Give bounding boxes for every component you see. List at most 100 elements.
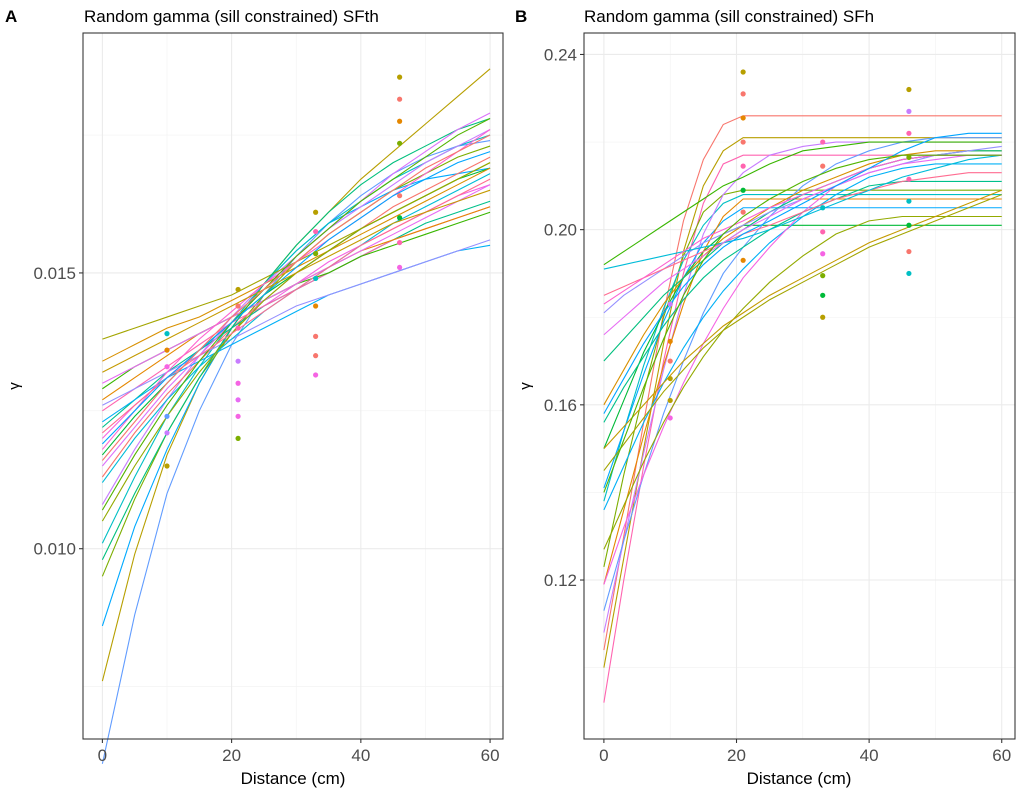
panel-a-x-axis-label: Distance (cm) bbox=[241, 769, 346, 788]
x-tick-label: 20 bbox=[222, 746, 241, 765]
panel-a: 0 20 40 60 0.010 0.015 A Random gamma (sill … bbox=[5, 7, 504, 788]
model-curve bbox=[603, 163, 1002, 511]
data-point bbox=[906, 248, 912, 255]
data-point bbox=[397, 140, 403, 146]
panel-b-border bbox=[583, 32, 1016, 740]
panel-a-title: Random gamma (sill constrained) SFth bbox=[84, 7, 379, 26]
x-tick-label: 0 bbox=[599, 746, 608, 765]
model-curve bbox=[603, 154, 1002, 493]
x-tick-label: 40 bbox=[860, 746, 879, 765]
x-tick-label: 0 bbox=[98, 746, 107, 765]
model-curve bbox=[101, 134, 491, 461]
data-point bbox=[667, 358, 673, 364]
panel-b-plot-area bbox=[584, 33, 1015, 739]
panel-a-major-grid bbox=[83, 33, 503, 739]
model-curve bbox=[603, 189, 1002, 567]
data-point bbox=[820, 273, 826, 279]
data-point bbox=[740, 69, 746, 75]
data-point bbox=[740, 115, 746, 121]
model-curve bbox=[603, 150, 1002, 406]
data-point bbox=[397, 118, 403, 124]
model-curve bbox=[603, 180, 1002, 423]
y-tick-label: 0.015 bbox=[33, 264, 76, 283]
x-tick-label: 60 bbox=[481, 746, 500, 765]
model-curve bbox=[102, 189, 491, 373]
x-tick-label: 40 bbox=[351, 746, 370, 765]
data-point bbox=[906, 198, 912, 204]
data-point bbox=[397, 215, 403, 221]
data-point bbox=[313, 353, 319, 359]
model-curve bbox=[603, 215, 1002, 550]
data-point bbox=[740, 139, 746, 145]
data-point bbox=[740, 209, 746, 215]
x-tick-label: 60 bbox=[992, 746, 1011, 765]
data-point bbox=[820, 205, 826, 211]
data-point bbox=[313, 228, 319, 235]
model-curve bbox=[101, 151, 491, 445]
data-point bbox=[235, 358, 241, 364]
panel-b: 0 20 40 60 0.12 0.16 0.20 0.24 B Random gamma … bbox=[515, 7, 1016, 788]
data-point bbox=[740, 187, 746, 193]
data-point bbox=[164, 463, 170, 469]
data-point bbox=[313, 372, 319, 378]
data-point bbox=[313, 275, 319, 282]
panel-a-curves bbox=[101, 68, 491, 764]
data-point bbox=[164, 413, 170, 419]
panel-a-y-axis-label: γ bbox=[6, 382, 23, 390]
model-curve bbox=[603, 224, 1002, 449]
data-point bbox=[820, 314, 826, 320]
data-point bbox=[313, 333, 319, 339]
data-point bbox=[906, 154, 912, 160]
data-point bbox=[820, 163, 826, 169]
data-point bbox=[235, 286, 241, 293]
x-tick-label: 20 bbox=[727, 746, 746, 765]
data-point bbox=[667, 338, 673, 344]
panel-b-points bbox=[667, 69, 912, 421]
data-point bbox=[313, 251, 319, 257]
panel-a-x-ticks: 0 20 40 60 bbox=[98, 739, 500, 765]
data-point bbox=[740, 91, 746, 97]
model-curve bbox=[603, 189, 1002, 449]
panel-a-y-ticks: 0.010 0.015 bbox=[33, 264, 83, 559]
model-curve bbox=[603, 154, 1002, 270]
panel-a-border bbox=[82, 32, 504, 740]
panel-b-tag: B bbox=[515, 7, 527, 26]
data-point bbox=[235, 325, 241, 331]
y-tick-label: 0.24 bbox=[544, 45, 577, 64]
data-point bbox=[397, 96, 403, 102]
data-point bbox=[906, 176, 912, 182]
data-point bbox=[397, 239, 403, 246]
data-point bbox=[235, 303, 241, 309]
panel-a-tag: A bbox=[5, 7, 17, 26]
data-point bbox=[667, 375, 673, 382]
y-tick-label: 0.12 bbox=[544, 571, 577, 590]
data-point bbox=[313, 209, 319, 215]
data-point bbox=[820, 292, 826, 298]
model-curve bbox=[603, 194, 1002, 471]
model-curve bbox=[603, 115, 1002, 651]
data-point bbox=[820, 229, 826, 235]
y-tick-label: 0.010 bbox=[33, 540, 76, 559]
model-curve bbox=[603, 145, 1002, 314]
data-point bbox=[906, 222, 912, 228]
panel-b-x-ticks: 0 20 40 60 bbox=[599, 739, 1011, 765]
y-tick-label: 0.16 bbox=[544, 396, 577, 415]
data-point bbox=[164, 364, 170, 370]
data-point bbox=[235, 397, 241, 403]
data-point bbox=[397, 264, 403, 271]
data-point bbox=[397, 193, 403, 199]
panel-b-y-axis-label: γ bbox=[517, 382, 534, 390]
data-point bbox=[235, 435, 241, 441]
model-curve bbox=[603, 137, 1002, 668]
data-point bbox=[164, 331, 170, 337]
data-point bbox=[906, 108, 912, 114]
model-curve bbox=[603, 132, 1002, 414]
model-curve bbox=[603, 154, 1002, 305]
panel-a-points bbox=[164, 74, 403, 469]
model-curve bbox=[603, 194, 1002, 502]
data-point bbox=[397, 74, 403, 80]
panel-b-y-ticks: 0.12 0.16 0.20 0.24 bbox=[544, 45, 584, 590]
data-point bbox=[740, 163, 746, 169]
data-point bbox=[906, 130, 912, 136]
